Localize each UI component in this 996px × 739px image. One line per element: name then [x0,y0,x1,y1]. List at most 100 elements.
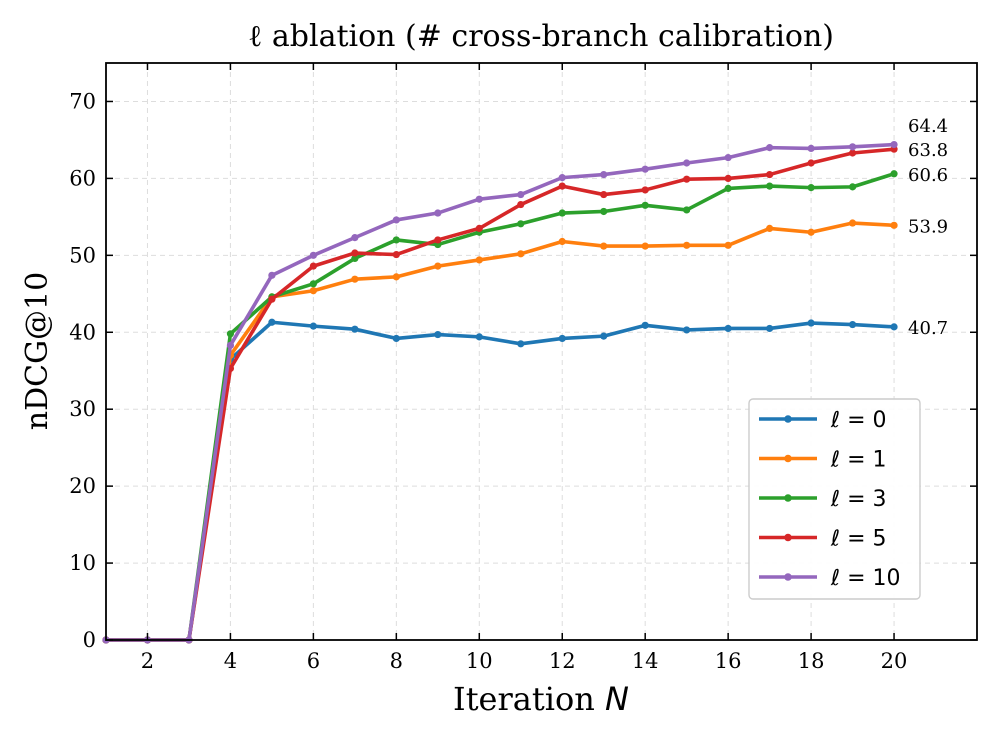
data-point [309,262,317,270]
data-point [434,236,442,244]
data-point [351,234,359,242]
data-point [807,144,815,152]
data-point [309,322,317,330]
data-point [600,207,608,216]
data-point [351,325,359,333]
data-point [600,242,608,250]
data-point [351,254,359,263]
data-point [600,332,608,340]
data-point [848,320,857,329]
data-point [683,175,691,183]
axes: 2 4 6 8 10 12 14 16 18 20 0 10 20 30 40 50 60 70 [69,62,978,673]
data-point [766,144,774,152]
data-point [890,140,898,149]
data-point [600,170,608,179]
data-point [517,340,525,348]
data-point [724,174,732,182]
data-point [558,334,566,343]
legend-item-2: ℓ = 3 [759,487,887,512]
data-point [683,159,691,167]
x-tick-label: 2 [141,649,154,673]
series-4 [102,140,898,644]
end-labels: 64.4 63.8 60.6 53.9 40.7 [908,116,948,339]
x-axis-label-var: N [605,680,629,718]
data-point [890,170,898,178]
x-axis-label: Iteration N [453,680,629,718]
data-point [226,341,235,349]
data-point [558,182,566,190]
end-value-label: 53.9 [908,216,948,237]
x-tick-label: 4 [224,649,237,673]
y-tick-label: 0 [83,628,96,652]
data-point [392,334,400,343]
legend-swatch-marker [784,454,792,463]
series-line [106,320,895,642]
data-point [517,200,525,209]
legend-label: ℓ = 3 [830,487,887,512]
legend-item-3: ℓ = 5 [759,527,887,552]
data-point [848,183,857,191]
data-point [558,174,566,182]
data-point [641,186,649,194]
data-point [641,321,649,329]
grid-lines [106,63,977,641]
y-tick-label: 70 [69,89,96,113]
data-point [475,224,483,233]
legend-label: ℓ = 1 [830,448,887,473]
data-point [890,323,898,331]
data-point [766,324,774,333]
x-axis-label-text: Iteration [453,680,605,718]
chart-title: ℓ ablation (# cross-branch calibration) [248,19,834,54]
y-tick-label: 50 [69,243,96,267]
data-point [807,159,815,167]
data-point [724,324,732,333]
series-line [106,172,895,642]
end-value-label: 63.8 [908,140,948,161]
legend-item-0: ℓ = 0 [759,408,887,433]
data-point [268,295,276,303]
data-point [890,221,898,229]
data-point [641,165,649,173]
data-point [517,220,525,228]
legend-swatch-marker [784,494,792,502]
data-point [268,318,276,326]
data-point [807,228,815,236]
x-tick-label: 8 [390,649,403,673]
data-point [641,201,649,209]
x-tick-label: 16 [715,649,742,673]
y-tick-label: 60 [69,166,96,190]
data-point [766,224,774,233]
data-point [766,182,774,190]
y-tick-label: 30 [69,397,96,421]
series-line [106,221,895,642]
series-layer [102,140,898,644]
legend-swatch-marker [784,415,792,423]
end-value-label: 60.6 [908,165,948,186]
legend: ℓ = 0 ℓ = 1 ℓ = 3 ℓ = 5 ℓ = 10 [748,398,921,600]
data-point [434,262,442,270]
data-point [309,251,317,259]
y-tick-label: 20 [69,474,96,498]
data-point [558,237,566,246]
data-point [434,330,442,339]
legend-box [748,398,921,600]
data-point [309,280,317,288]
data-point [392,273,400,281]
legend-label: ℓ = 0 [830,408,887,433]
plot-frame [105,62,978,641]
data-point [848,143,857,151]
end-value-label: 40.7 [908,318,948,339]
legend-swatch-marker [784,533,792,542]
end-value-label: 64.4 [908,116,948,137]
data-point [517,190,525,199]
legend-swatch-marker [784,573,792,581]
x-tick-label: 12 [549,649,576,673]
data-point [683,326,691,334]
legend-label: ℓ = 5 [830,527,887,552]
data-point [848,149,857,157]
legend-label: ℓ = 10 [830,566,901,591]
data-point [558,209,566,217]
data-point [392,216,400,224]
y-tick-label: 10 [69,551,96,575]
